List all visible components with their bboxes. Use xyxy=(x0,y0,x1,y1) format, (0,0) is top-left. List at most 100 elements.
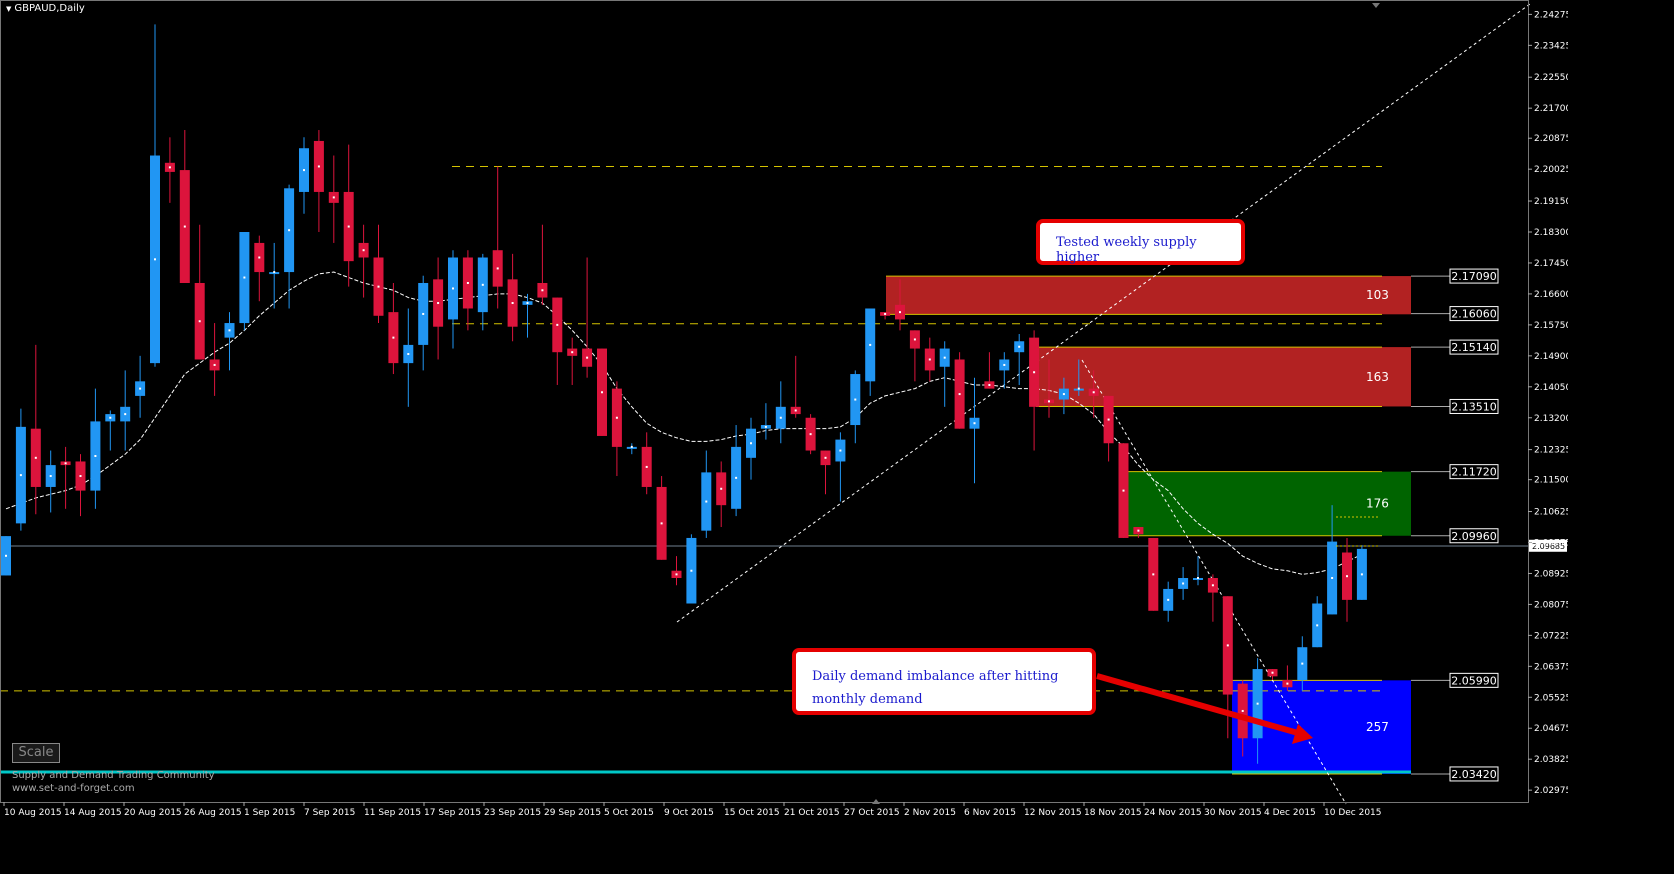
x-tick-label: 27 Oct 2015 xyxy=(844,808,900,818)
candle-mid-dot xyxy=(675,573,678,576)
candle-mid-dot xyxy=(1286,682,1289,685)
x-tick-label: 24 Nov 2015 xyxy=(1144,808,1202,818)
candle-mid-dot xyxy=(1107,418,1110,421)
x-tick-label: 10 Dec 2015 xyxy=(1324,808,1382,818)
x-tick-label: 2 Nov 2015 xyxy=(904,808,956,818)
y-tick-label: 2.06375 xyxy=(1534,662,1568,672)
candle-mid-dot xyxy=(645,465,648,468)
candle-mid-dot xyxy=(1211,584,1214,587)
candle-mid-dot xyxy=(1033,371,1036,374)
current-price-tag xyxy=(1529,539,1567,552)
plot-frame xyxy=(0,0,1529,803)
chart-window: 103 163 176 257 2.17090 2.16060 2.15140 2.1351… xyxy=(0,0,1568,819)
candle-mid-dot xyxy=(422,312,425,315)
candle-mid-dot xyxy=(452,287,454,290)
y-tick-label: 2.16600 xyxy=(1534,290,1568,300)
candle-mid-dot xyxy=(198,320,201,323)
candle-mid-dot xyxy=(481,283,484,286)
candle-mid-dot xyxy=(705,500,708,503)
zone-size-label: 163 xyxy=(1366,370,1389,384)
y-tick-label: 2.09775 xyxy=(1534,538,1568,548)
x-tick-label: 23 Sep 2015 xyxy=(484,808,541,818)
candle-mid-dot xyxy=(258,256,261,259)
candle-mid-dot xyxy=(1167,598,1170,601)
x-tick-label: 20 Aug 2015 xyxy=(124,808,182,818)
level-label-box xyxy=(1449,306,1499,322)
candle-mid-dot xyxy=(273,271,276,274)
y-tick-label: 2.03825 xyxy=(1534,755,1568,765)
level-label-box xyxy=(1449,398,1499,414)
scale-button[interactable]: Scale xyxy=(12,743,60,763)
candle-mid-dot xyxy=(586,356,589,359)
candle-mid-dot xyxy=(541,289,544,292)
candle-mid-dot xyxy=(1048,400,1050,403)
candle-mid-dot xyxy=(288,229,291,232)
x-tick-label: 5 Oct 2015 xyxy=(604,808,654,818)
x-tick-label: 11 Sep 2015 xyxy=(364,808,421,818)
candle-mid-dot xyxy=(377,285,380,288)
zone-size-label: 176 xyxy=(1366,497,1389,511)
candle-mid-dot xyxy=(1122,489,1125,492)
candle-mid-dot xyxy=(407,353,410,356)
candle-mid-dot xyxy=(437,302,440,305)
red-arrow-line xyxy=(1096,673,1299,736)
supply-zone-163 xyxy=(1036,347,1411,407)
x-tick-label: 12 Nov 2015 xyxy=(1024,808,1082,818)
level-label-box xyxy=(1449,528,1499,544)
y-tick-label: 2.20025 xyxy=(1534,165,1568,175)
candle-mid-dot xyxy=(362,249,365,252)
demand-zone-176 xyxy=(1127,471,1411,536)
y-tick-label: 2.08075 xyxy=(1534,600,1568,610)
footer-website: www.set-and-forget.com xyxy=(12,783,135,794)
level-label-text: 2.05990 xyxy=(1451,674,1497,687)
candle-mid-dot xyxy=(168,166,171,169)
x-tick-label: 7 Sep 2015 xyxy=(304,808,355,818)
level-label-text: 2.03420 xyxy=(1451,768,1497,781)
candle-mid-dot xyxy=(973,422,976,425)
daily-demand-text-line2: monthly demand xyxy=(812,692,923,707)
x-tick-label: 1 Sep 2015 xyxy=(244,808,295,818)
y-tick-label: 2.24275 xyxy=(1534,10,1568,20)
level-label-box xyxy=(1449,464,1499,480)
level-label-box xyxy=(1449,339,1499,355)
x-tick-label: 6 Nov 2015 xyxy=(964,808,1016,818)
y-tick-label: 2.18300 xyxy=(1534,228,1568,238)
candle-layer xyxy=(1,24,1367,764)
candle-mid-dot xyxy=(154,258,156,261)
candle-mid-dot xyxy=(943,356,946,359)
y-tick-label: 2.08925 xyxy=(1534,569,1568,579)
candle-mid-dot xyxy=(690,569,693,572)
candle-mid-dot xyxy=(496,267,499,270)
y-tick-label: 2.14900 xyxy=(1534,352,1568,362)
x-tick-label: 17 Sep 2015 xyxy=(424,808,481,818)
daily-demand-text-line1: Daily demand imbalance after hitting xyxy=(812,669,1059,684)
candle-mid-dot xyxy=(317,165,320,168)
candle-mid-dot xyxy=(303,169,305,172)
candle-mid-dot xyxy=(466,281,469,284)
dropdown-triangle-icon[interactable]: ▼ xyxy=(6,5,12,13)
y-tick-label: 2.05525 xyxy=(1534,693,1568,703)
y-tick-label: 2.22550 xyxy=(1534,73,1568,83)
y-tick-label: 2.20875 xyxy=(1534,134,1568,144)
label-layer: 2.17090 2.16060 2.15140 2.13510 2.11720 2.099… xyxy=(1096,268,1567,782)
y-tick-label: 2.07225 xyxy=(1534,631,1568,641)
candle-mid-dot xyxy=(630,445,633,448)
candle-mid-dot xyxy=(1241,709,1244,712)
x-tick-label: 26 Aug 2015 xyxy=(184,808,242,818)
x-tick-label: 14 Aug 2015 xyxy=(64,808,122,818)
candle-mid-dot xyxy=(779,416,782,419)
level-label-text: 2.09960 xyxy=(1451,530,1497,543)
price-chart[interactable]: 103 163 176 257 2.17090 2.16060 2.15140 2.1351… xyxy=(0,0,1568,819)
zone-layer: 103 163 176 257 xyxy=(886,275,1411,775)
y-tick-label: 2.10625 xyxy=(1534,508,1568,518)
candle-mid-dot xyxy=(571,351,574,354)
daily-demand-callout: Daily demand imbalance after hitting mon… xyxy=(792,648,1096,715)
candle-mid-dot xyxy=(183,225,186,228)
level-label-text: 2.11720 xyxy=(1451,466,1497,479)
candle-mid-dot xyxy=(884,312,887,315)
candle-mid-dot xyxy=(49,475,52,478)
candle-mid-dot xyxy=(1226,644,1229,647)
level-label-text: 2.13510 xyxy=(1451,400,1497,413)
candle-mid-dot xyxy=(1018,345,1021,348)
candle-mid-dot xyxy=(1182,582,1185,585)
